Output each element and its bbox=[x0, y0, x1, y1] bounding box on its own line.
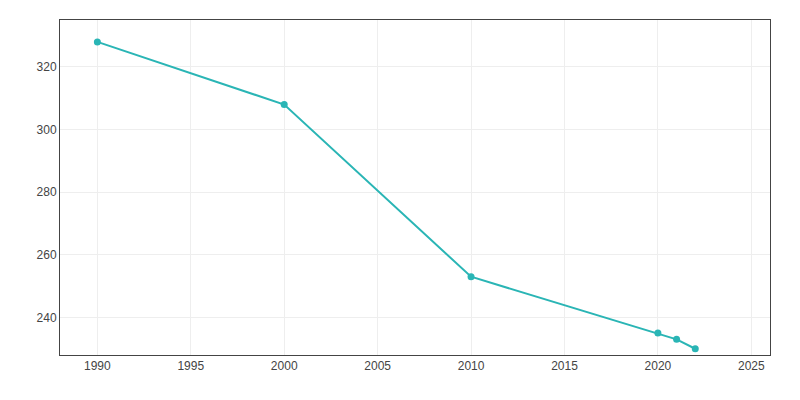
svg-text:2005: 2005 bbox=[364, 359, 391, 373]
svg-text:1990: 1990 bbox=[84, 359, 111, 373]
svg-text:1995: 1995 bbox=[177, 359, 204, 373]
svg-text:2015: 2015 bbox=[551, 359, 578, 373]
svg-text:300: 300 bbox=[37, 123, 57, 137]
svg-text:280: 280 bbox=[37, 185, 57, 199]
svg-text:2020: 2020 bbox=[645, 359, 672, 373]
svg-text:260: 260 bbox=[37, 248, 57, 262]
svg-text:320: 320 bbox=[37, 60, 57, 74]
svg-text:2025: 2025 bbox=[738, 359, 765, 373]
svg-text:240: 240 bbox=[37, 311, 57, 325]
svg-text:2000: 2000 bbox=[271, 359, 298, 373]
svg-text:2010: 2010 bbox=[458, 359, 485, 373]
